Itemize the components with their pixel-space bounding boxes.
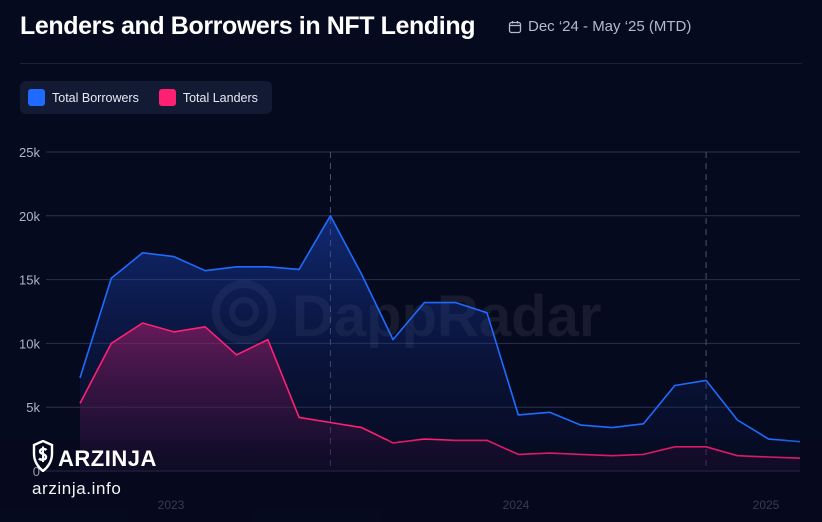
x-tick-label: 2024 [503, 498, 530, 512]
x-tick-label: 2023 [158, 498, 185, 512]
data-point-lenders[interactable] [234, 352, 239, 357]
data-point-lenders[interactable] [109, 341, 114, 346]
data-point-borrowers[interactable] [78, 375, 83, 380]
data-point-lenders[interactable] [359, 425, 364, 430]
data-point-lenders[interactable] [140, 320, 145, 325]
y-tick-label: 15k [19, 273, 40, 288]
data-point-borrowers[interactable] [547, 410, 552, 415]
data-point-borrowers[interactable] [140, 250, 145, 255]
legend-swatch-borrowers [28, 89, 45, 106]
data-point-borrowers[interactable] [672, 383, 677, 388]
data-point-borrowers[interactable] [234, 264, 239, 269]
legend-swatch-lenders [158, 89, 176, 106]
arzinja-brand: ARZINJA [58, 445, 157, 471]
data-point-borrowers[interactable] [109, 276, 114, 281]
legend-label-lenders: Total Landers [182, 90, 258, 105]
data-point-borrowers[interactable] [484, 310, 489, 315]
data-point-borrowers[interactable] [359, 272, 364, 277]
data-point-borrowers[interactable] [610, 425, 615, 430]
chart-legend: Total Borrowers Total Landers [20, 81, 272, 114]
y-tick-label: 0 [33, 464, 40, 479]
data-point-borrowers[interactable] [578, 423, 583, 428]
area-lenders [80, 323, 800, 471]
date-range-label: Dec ‘24 - May ‘25 (MTD) [528, 18, 692, 35]
arzinja-watermark: ARZINJA arzinja.info [32, 439, 157, 499]
date-range[interactable]: Dec ‘24 - May ‘25 (MTD) [508, 18, 691, 35]
data-point-borrowers[interactable] [735, 417, 740, 422]
data-point-borrowers[interactable] [453, 300, 458, 305]
data-point-lenders[interactable] [203, 324, 208, 329]
data-point-lenders[interactable] [328, 420, 333, 425]
data-point-borrowers[interactable] [516, 412, 521, 417]
legend-item-borrowers[interactable]: Total Borrowers [28, 89, 139, 106]
data-point-lenders[interactable] [171, 329, 176, 334]
header-divider [20, 63, 802, 64]
y-tick-label: 10k [19, 336, 40, 351]
legend-item-lenders[interactable]: Total Landers [158, 89, 258, 106]
series-line-lenders[interactable] [79, 322, 801, 459]
data-point-lenders[interactable] [265, 337, 270, 342]
bottom-fade [0, 440, 822, 522]
data-point-borrowers[interactable] [328, 213, 333, 218]
y-tick-label: 5k [26, 400, 40, 415]
data-point-borrowers[interactable] [704, 378, 709, 383]
data-point-borrowers[interactable] [265, 264, 270, 269]
x-tick-label: 2025 [753, 498, 780, 512]
data-point-lenders[interactable] [297, 415, 302, 420]
data-point-lenders[interactable] [78, 401, 83, 406]
arzinja-url: arzinja.info [32, 479, 122, 498]
y-tick-label: 25k [19, 145, 40, 160]
legend-label-borrowers: Total Borrowers [52, 90, 139, 105]
data-point-borrowers[interactable] [641, 421, 646, 426]
data-point-borrowers[interactable] [297, 267, 302, 272]
calendar-icon [508, 20, 522, 34]
data-point-borrowers[interactable] [203, 268, 208, 273]
data-point-borrowers[interactable] [171, 254, 176, 259]
series-line-borrowers[interactable] [79, 215, 801, 443]
data-point-borrowers[interactable] [391, 337, 396, 342]
data-point-borrowers[interactable] [422, 300, 427, 305]
arzinja-logo-icon [32, 439, 54, 477]
chart-title: Lenders and Borrowers in NFT Lending [20, 12, 476, 40]
y-tick-label: 20k [19, 209, 40, 224]
